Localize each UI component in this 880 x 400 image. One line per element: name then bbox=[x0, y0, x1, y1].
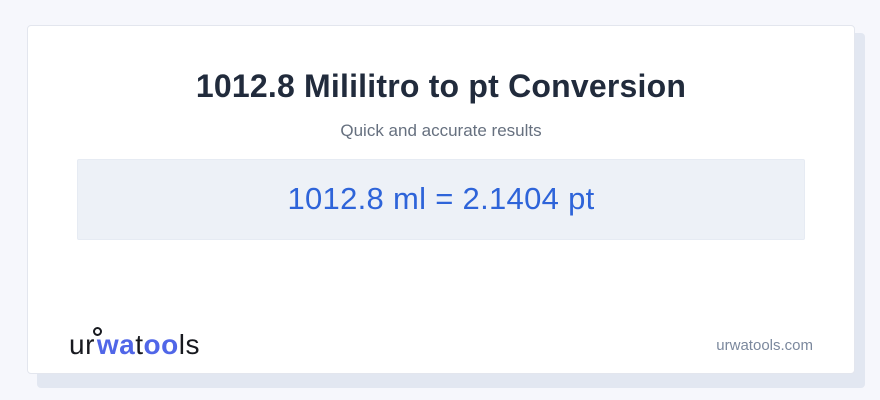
logo-text-ur: ur bbox=[69, 329, 95, 360]
page-title: 1012.8 Mililitro to pt Conversion bbox=[195, 68, 687, 104]
brand-logo[interactable]: urwatools bbox=[69, 327, 200, 360]
card-footer: urwatools urwatools.com bbox=[69, 327, 813, 360]
conversion-result-box: 1012.8 ml = 2.1404 pt bbox=[77, 158, 805, 240]
website-link[interactable]: urwatools.com bbox=[716, 336, 813, 354]
logo-ring-icon bbox=[92, 327, 102, 336]
logo-text-wa: wa bbox=[96, 329, 136, 360]
page-subtitle: Quick and accurate results bbox=[340, 120, 542, 140]
logo-text-oo: oo bbox=[143, 329, 179, 360]
conversion-result-text: 1012.8 ml = 2.1404 pt bbox=[287, 181, 595, 217]
logo-text-ls: ls bbox=[178, 329, 200, 360]
logo-text-t: t bbox=[135, 329, 144, 360]
conversion-card: 1012.8 Mililitro to pt Conversion Quick … bbox=[27, 25, 855, 374]
